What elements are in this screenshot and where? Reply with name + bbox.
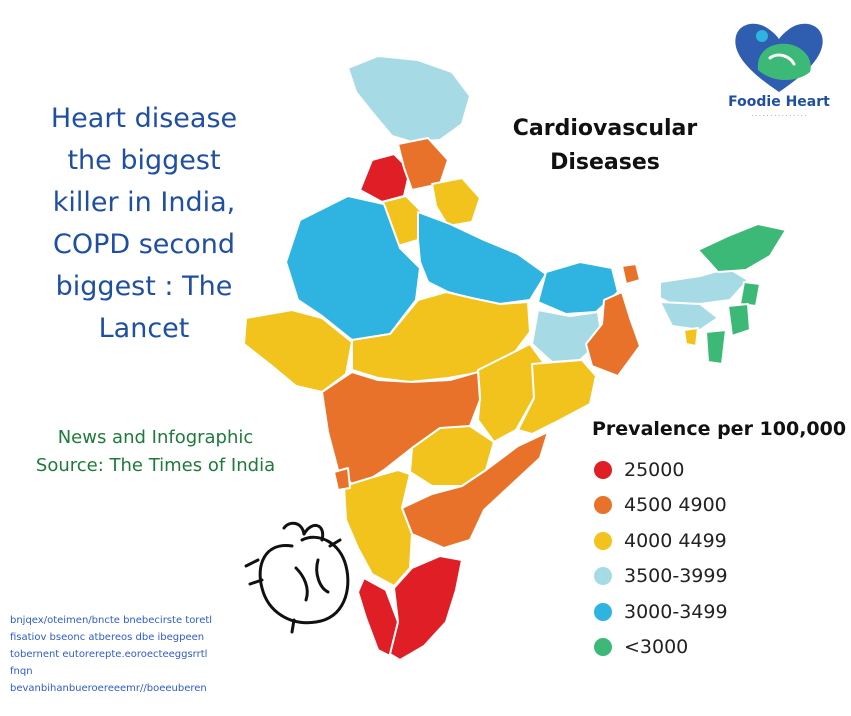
legend-label: 3500-3999 (624, 565, 728, 588)
logo-heart-icon (735, 23, 823, 92)
legend-swatch (594, 460, 612, 479)
logo-tagline: · · · · · · · · · · · · · · · (751, 113, 807, 120)
region-uttarakhand (431, 177, 481, 227)
heart-icon (244, 521, 350, 634)
legend-label: 4000 4499 (624, 529, 727, 552)
region-manipur (727, 303, 751, 337)
region-madhya-pradesh (351, 291, 531, 383)
region-tripura (683, 327, 699, 347)
legend-swatch (594, 602, 612, 621)
region-arunachal-pradesh (697, 223, 787, 273)
region-kerala (357, 577, 399, 657)
legend-label: 4500 4900 (624, 494, 727, 517)
headline: Heart disease the biggest killer in Indi… (50, 103, 238, 344)
legend-item: <3000 (592, 630, 847, 666)
legend-item: 3000-3499 (592, 594, 847, 630)
region-karnataka (343, 469, 413, 587)
region-odisha (517, 359, 597, 435)
region-nagaland (739, 281, 761, 307)
legend-swatch (594, 531, 612, 550)
region-jammu-kashmir (347, 55, 471, 143)
logo-name: Foodie Heart (728, 94, 830, 110)
region-mizoram (705, 329, 727, 365)
region-west-bengal (585, 291, 641, 377)
region-assam (659, 267, 749, 307)
legend: Prevalence per 100,000 25000 4500 4900 4… (592, 418, 847, 665)
legend-label: 25000 (624, 458, 685, 481)
legend-swatch (594, 567, 612, 586)
region-goa (333, 467, 351, 491)
legend-item: 3500-3999 (592, 559, 847, 595)
region-sikkim (621, 263, 641, 285)
region-uttar-pradesh (417, 211, 547, 305)
map-title: Cardiovascular Diseases (512, 116, 698, 175)
region-tamil-nadu (389, 555, 463, 661)
legend-label: <3000 (624, 636, 689, 659)
region-meghalaya (659, 301, 719, 331)
source-credit: News and Infographic Source: The Times o… (35, 427, 276, 476)
legend-swatch (594, 496, 612, 515)
legend-item: 4000 4499 (592, 523, 847, 559)
legend-label: 3000-3499 (624, 600, 728, 623)
legend-item: 4500 4900 (592, 488, 847, 524)
legend-item: 25000 (592, 452, 847, 488)
fine-print: bnjqex/oteimen/bncte bnebecirste toretl … (10, 615, 213, 694)
legend-swatch (594, 638, 612, 657)
legend-title: Prevalence per 100,000 (592, 418, 847, 440)
logo: Foodie Heart · · · · · · · · · · · · · ·… (718, 12, 840, 130)
